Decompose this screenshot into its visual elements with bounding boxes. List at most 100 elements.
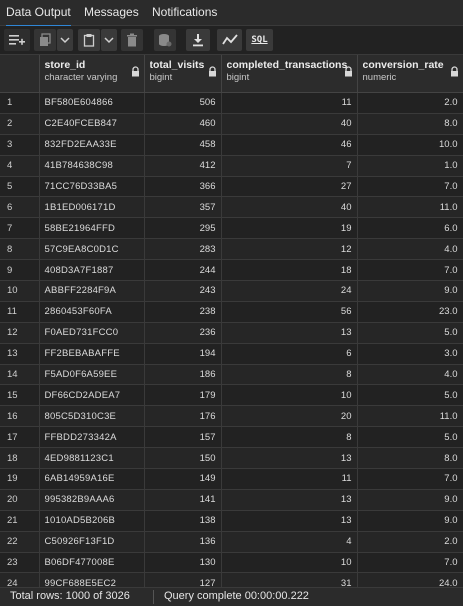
cell-completed-transactions[interactable]: 18 bbox=[221, 259, 358, 282]
cell-completed-transactions[interactable]: 8 bbox=[221, 426, 358, 449]
cell-completed-transactions[interactable]: 31 bbox=[221, 572, 358, 587]
table-row[interactable]: 5 71CC76D33BA5 366 27 7.0 bbox=[0, 176, 463, 198]
table-row[interactable]: 9 408D3A7F1887 244 18 7.0 bbox=[0, 259, 463, 282]
cell-conversion-rate[interactable]: 2.0 bbox=[357, 531, 463, 553]
table-row[interactable]: 18 4ED9881123C1 150 13 8.0 bbox=[0, 447, 463, 470]
cell-total-visits[interactable]: 412 bbox=[144, 155, 222, 177]
row-number[interactable]: 18 bbox=[0, 447, 40, 470]
copy-options-dropdown[interactable] bbox=[57, 29, 73, 51]
table-row[interactable]: 17 FFBDD273342A 157 8 5.0 bbox=[0, 426, 463, 449]
cell-conversion-rate[interactable]: 23.0 bbox=[357, 301, 463, 323]
cell-total-visits[interactable]: 127 bbox=[144, 572, 222, 587]
cell-conversion-rate[interactable]: 11.0 bbox=[357, 405, 463, 428]
table-row[interactable]: 21 1010AD5B206B 138 13 9.0 bbox=[0, 510, 463, 532]
cell-store-id[interactable]: 1010AD5B206B bbox=[39, 510, 145, 532]
cell-total-visits[interactable]: 366 bbox=[144, 176, 222, 198]
cell-completed-transactions[interactable]: 6 bbox=[221, 343, 358, 365]
cell-total-visits[interactable]: 141 bbox=[144, 489, 222, 511]
row-number-header[interactable] bbox=[0, 55, 40, 93]
cell-store-id[interactable]: 6AB14959A16E bbox=[39, 468, 145, 490]
cell-conversion-rate[interactable]: 24.0 bbox=[357, 572, 463, 587]
table-row[interactable]: 12 F0AED731FCC0 236 13 5.0 bbox=[0, 322, 463, 344]
cell-completed-transactions[interactable]: 8 bbox=[221, 364, 358, 386]
cell-total-visits[interactable]: 243 bbox=[144, 280, 222, 302]
cell-conversion-rate[interactable]: 9.0 bbox=[357, 280, 463, 302]
row-number[interactable]: 10 bbox=[0, 280, 40, 302]
cell-store-id[interactable]: 805C5D310C3E bbox=[39, 405, 145, 428]
copy-button[interactable] bbox=[34, 29, 56, 51]
cell-total-visits[interactable]: 138 bbox=[144, 510, 222, 532]
cell-conversion-rate[interactable]: 8.0 bbox=[357, 447, 463, 470]
row-number[interactable]: 14 bbox=[0, 364, 40, 386]
cell-completed-transactions[interactable]: 20 bbox=[221, 405, 358, 428]
cell-store-id[interactable]: 1B1ED006171D bbox=[39, 196, 145, 219]
add-row-button[interactable] bbox=[4, 29, 30, 51]
table-row[interactable]: 16 805C5D310C3E 176 20 11.0 bbox=[0, 405, 463, 428]
cell-store-id[interactable]: 2860453F60FA bbox=[39, 301, 145, 323]
table-row[interactable]: 23 B06DF477008E 130 10 7.0 bbox=[0, 552, 463, 574]
column-header-store-id[interactable]: store_id character varying bbox=[39, 55, 145, 93]
row-number[interactable]: 11 bbox=[0, 301, 40, 323]
cell-completed-transactions[interactable]: 27 bbox=[221, 176, 358, 198]
cell-total-visits[interactable]: 136 bbox=[144, 531, 222, 553]
cell-store-id[interactable]: F0AED731FCC0 bbox=[39, 322, 145, 344]
cell-total-visits[interactable]: 236 bbox=[144, 322, 222, 344]
cell-conversion-rate[interactable]: 7.0 bbox=[357, 176, 463, 198]
table-row[interactable]: 15 DF66CD2ADEA7 179 10 5.0 bbox=[0, 384, 463, 407]
column-header-total-visits[interactable]: total_visits bigint bbox=[144, 55, 222, 93]
table-row[interactable]: 6 1B1ED006171D 357 40 11.0 bbox=[0, 196, 463, 219]
delete-row-button[interactable] bbox=[121, 29, 143, 51]
cell-conversion-rate[interactable]: 7.0 bbox=[357, 468, 463, 490]
tab-messages[interactable]: Messages bbox=[84, 5, 139, 19]
cell-conversion-rate[interactable]: 10.0 bbox=[357, 134, 463, 156]
cell-conversion-rate[interactable]: 11.0 bbox=[357, 196, 463, 219]
sql-button[interactable]: SQL bbox=[246, 29, 273, 51]
cell-store-id[interactable]: 41B784638C98 bbox=[39, 155, 145, 177]
cell-completed-transactions[interactable]: 19 bbox=[221, 217, 358, 240]
cell-store-id[interactable]: C50926F13F1D bbox=[39, 531, 145, 553]
cell-completed-transactions[interactable]: 13 bbox=[221, 322, 358, 344]
graph-visualiser-button[interactable] bbox=[217, 29, 242, 51]
row-number[interactable]: 5 bbox=[0, 176, 40, 198]
table-row[interactable]: 8 57C9EA8C0D1C 283 12 4.0 bbox=[0, 238, 463, 261]
cell-completed-transactions[interactable]: 12 bbox=[221, 238, 358, 261]
column-header-completed-transactions[interactable]: completed_transactions bigint bbox=[221, 55, 358, 93]
cell-total-visits[interactable]: 283 bbox=[144, 238, 222, 261]
cell-conversion-rate[interactable]: 7.0 bbox=[357, 259, 463, 282]
cell-store-id[interactable]: 995382B9AAA6 bbox=[39, 489, 145, 511]
cell-conversion-rate[interactable]: 6.0 bbox=[357, 217, 463, 240]
cell-completed-transactions[interactable]: 10 bbox=[221, 384, 358, 407]
cell-total-visits[interactable]: 150 bbox=[144, 447, 222, 470]
cell-completed-transactions[interactable]: 56 bbox=[221, 301, 358, 323]
cell-total-visits[interactable]: 244 bbox=[144, 259, 222, 282]
cell-store-id[interactable]: C2E40FCEB847 bbox=[39, 113, 145, 135]
cell-store-id[interactable]: 408D3A7F1887 bbox=[39, 259, 145, 282]
table-row[interactable]: 7 58BE21964FFD 295 19 6.0 bbox=[0, 217, 463, 240]
row-number[interactable]: 9 bbox=[0, 259, 40, 282]
cell-completed-transactions[interactable]: 11 bbox=[221, 92, 358, 114]
cell-conversion-rate[interactable]: 2.0 bbox=[357, 92, 463, 114]
cell-total-visits[interactable]: 149 bbox=[144, 468, 222, 490]
table-row[interactable]: 4 41B784638C98 412 7 1.0 bbox=[0, 155, 463, 177]
table-row[interactable]: 1 BF580E604866 506 11 2.0 bbox=[0, 92, 463, 114]
download-button[interactable] bbox=[186, 29, 210, 51]
cell-completed-transactions[interactable]: 13 bbox=[221, 510, 358, 532]
row-number[interactable]: 6 bbox=[0, 196, 40, 219]
cell-store-id[interactable]: 4ED9881123C1 bbox=[39, 447, 145, 470]
row-number[interactable]: 19 bbox=[0, 468, 40, 490]
cell-total-visits[interactable]: 238 bbox=[144, 301, 222, 323]
table-row[interactable]: 20 995382B9AAA6 141 13 9.0 bbox=[0, 489, 463, 511]
cell-total-visits[interactable]: 295 bbox=[144, 217, 222, 240]
cell-completed-transactions[interactable]: 13 bbox=[221, 489, 358, 511]
cell-conversion-rate[interactable]: 7.0 bbox=[357, 552, 463, 574]
row-number[interactable]: 2 bbox=[0, 113, 40, 135]
row-number[interactable]: 3 bbox=[0, 134, 40, 156]
row-number[interactable]: 12 bbox=[0, 322, 40, 344]
cell-store-id[interactable]: 58BE21964FFD bbox=[39, 217, 145, 240]
cell-conversion-rate[interactable]: 9.0 bbox=[357, 489, 463, 511]
row-number[interactable]: 7 bbox=[0, 217, 40, 240]
cell-total-visits[interactable]: 460 bbox=[144, 113, 222, 135]
tab-notifications[interactable]: Notifications bbox=[152, 5, 218, 19]
table-row[interactable]: 3 832FD2EAA33E 458 46 10.0 bbox=[0, 134, 463, 156]
cell-store-id[interactable]: 99CF688E5EC2 bbox=[39, 572, 145, 587]
